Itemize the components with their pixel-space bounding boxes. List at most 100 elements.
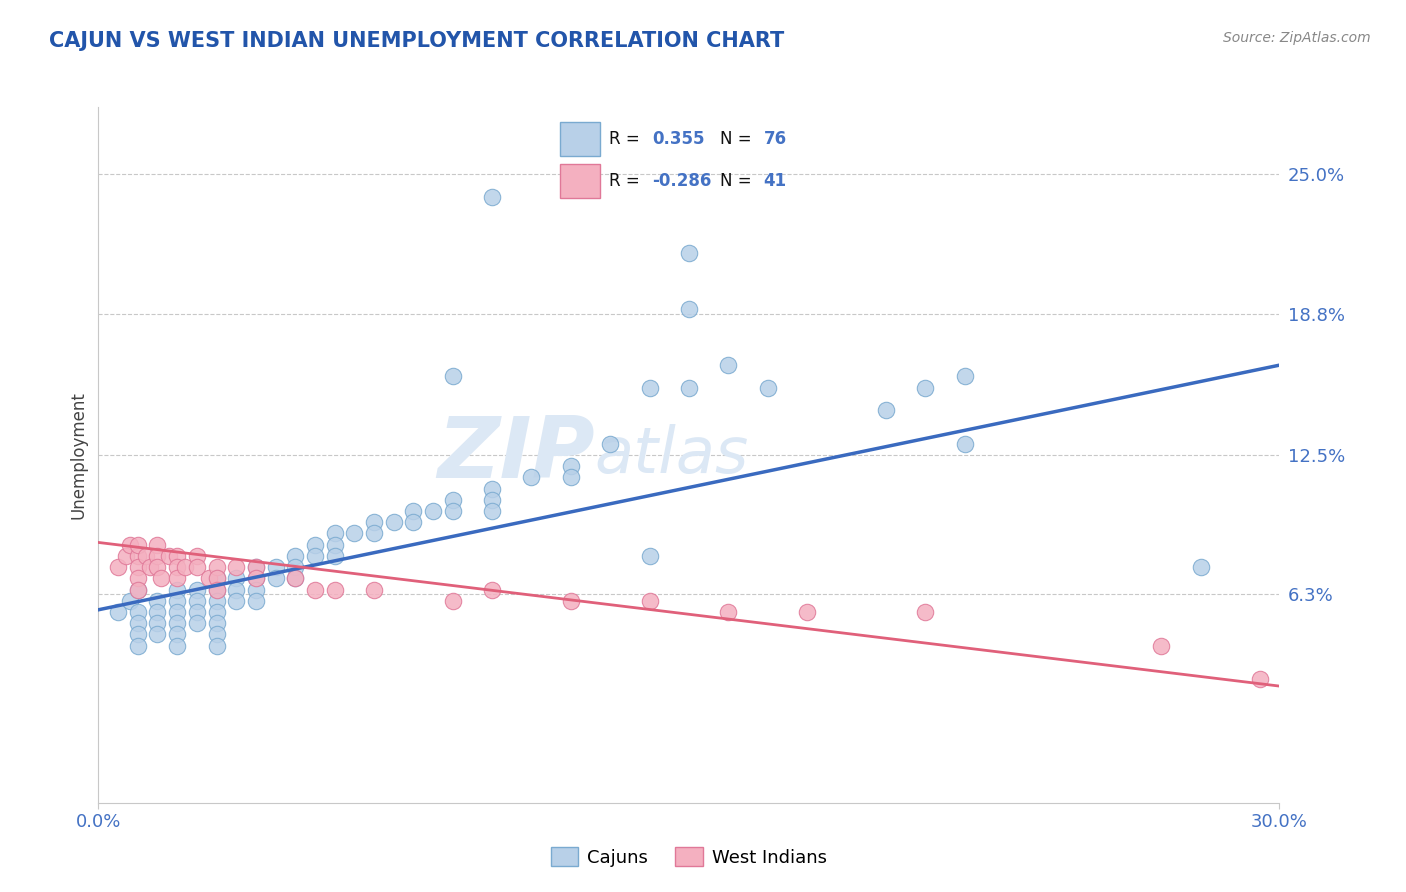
Point [638,381,661,395]
Text: R =: R = [609,172,645,190]
Point [1189,560,1212,574]
Point [245,560,267,574]
Text: 0.355: 0.355 [652,130,704,148]
Point [1249,673,1271,687]
Point [599,436,621,450]
Point [186,616,208,631]
Point [127,560,149,574]
Point [118,594,141,608]
Point [127,582,149,597]
Point [245,571,267,585]
Point [205,639,228,653]
Point [127,571,149,585]
Point [186,560,208,574]
Point [146,560,169,574]
Point [205,605,228,619]
Point [717,358,740,372]
Point [343,526,366,541]
Point [245,594,267,608]
Point [146,616,169,631]
Point [225,582,247,597]
Point [166,616,188,631]
Point [678,381,700,395]
Point [127,616,149,631]
Point [520,470,543,484]
Point [166,594,188,608]
Point [166,571,188,585]
Point [205,582,228,597]
Point [245,571,267,585]
Point [363,515,385,529]
Point [402,504,425,518]
Text: CAJUN VS WEST INDIAN UNEMPLOYMENT CORRELATION CHART: CAJUN VS WEST INDIAN UNEMPLOYMENT CORREL… [49,31,785,51]
Text: Source: ZipAtlas.com: Source: ZipAtlas.com [1223,31,1371,45]
Point [205,627,228,641]
Point [174,560,197,574]
Point [166,582,188,597]
Point [481,504,503,518]
Point [638,549,661,563]
Point [225,560,247,574]
Text: R =: R = [609,130,645,148]
Point [205,571,228,585]
Point [678,301,700,316]
Point [197,571,219,585]
Point [135,549,157,563]
Point [323,549,346,563]
Point [166,627,188,641]
Point [225,571,247,585]
Point [914,381,936,395]
Point [284,571,307,585]
Point [481,190,503,204]
Point [284,549,307,563]
Point [186,549,208,563]
Point [560,594,582,608]
Point [115,549,138,563]
Point [186,605,208,619]
Point [146,538,169,552]
Point [402,515,425,529]
Point [205,560,228,574]
Point [1150,639,1173,653]
Point [150,571,173,585]
Point [146,549,169,563]
Point [186,582,208,597]
Point [146,594,169,608]
Point [422,504,444,518]
Point [118,538,141,552]
Point [245,560,267,574]
Point [127,538,149,552]
Point [284,571,307,585]
Point [441,594,464,608]
Point [481,582,503,597]
Point [107,560,129,574]
Point [205,582,228,597]
Legend: Cajuns, West Indians: Cajuns, West Indians [544,839,834,874]
Point [166,560,188,574]
Point [560,459,582,474]
Point [323,526,346,541]
Point [127,627,149,641]
Point [284,560,307,574]
Text: 41: 41 [763,172,787,190]
Point [382,515,405,529]
Point [166,639,188,653]
Point [323,538,346,552]
Point [245,582,267,597]
Point [225,594,247,608]
Point [205,594,228,608]
Text: 76: 76 [763,130,787,148]
Point [205,571,228,585]
Point [304,549,326,563]
Y-axis label: Unemployment: Unemployment [69,391,87,519]
Point [304,582,326,597]
Point [127,582,149,597]
Point [146,605,169,619]
Point [264,560,287,574]
Point [146,627,169,641]
Text: N =: N = [720,172,758,190]
FancyBboxPatch shape [560,122,600,156]
Point [560,470,582,484]
Point [481,492,503,507]
Point [441,369,464,384]
